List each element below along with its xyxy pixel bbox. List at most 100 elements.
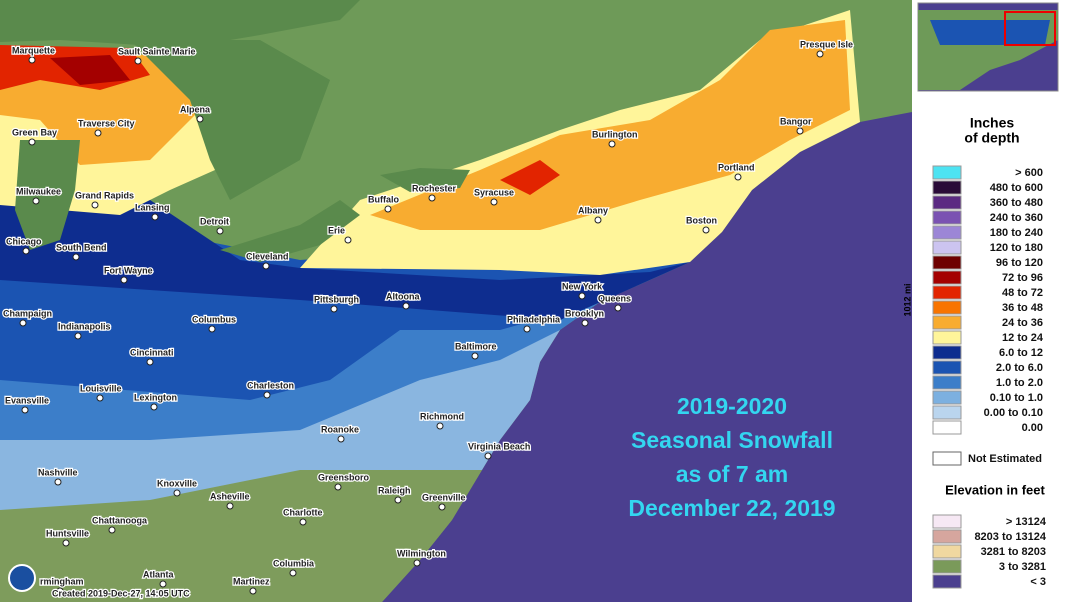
legend-label: > 600 <box>1015 167 1043 179</box>
legend-swatch <box>932 270 962 285</box>
city-label: Sault Sainte Marie <box>118 46 196 56</box>
map-title: 2019-2020 Seasonal Snowfall as of 7 am Dece… <box>628 393 835 521</box>
legend-swatch <box>932 225 962 240</box>
city-label: Buffalo <box>368 194 399 204</box>
legend-swatch <box>932 300 962 315</box>
city-label: New York <box>562 281 603 291</box>
snow-24-36 <box>370 20 850 230</box>
city-dot <box>96 394 104 402</box>
legend-label: 24 to 36 <box>1002 317 1043 329</box>
legend-swatch <box>932 240 962 255</box>
legend-label: 48 to 72 <box>1002 287 1043 299</box>
legend-label: 2.0 to 6.0 <box>996 362 1043 374</box>
deep-snow <box>0 180 690 320</box>
city-dot <box>413 559 421 567</box>
city-label: Columbus <box>192 314 236 324</box>
legend-swatch <box>932 559 962 574</box>
city-label: Lexington <box>134 392 177 402</box>
inset-snow <box>930 20 1050 45</box>
legend-swatch <box>932 420 962 435</box>
city-dot <box>62 539 70 547</box>
city-label: Asheville <box>210 491 250 501</box>
city-label: Louisville <box>80 383 122 393</box>
legend-label: Not Estimated <box>968 453 1042 465</box>
legend-swatch <box>932 360 962 375</box>
city-dot <box>94 129 102 137</box>
city-label: Roanoke <box>321 424 359 434</box>
city-dot <box>226 502 234 510</box>
city-dot <box>249 587 257 595</box>
city-label: Brooklyn <box>565 308 604 318</box>
city-label: Nashville <box>38 467 78 477</box>
city-label: Boston <box>686 215 717 225</box>
city-dot <box>91 201 99 209</box>
city-label: Philadelphia <box>507 314 561 324</box>
inset-frame <box>1004 11 1056 46</box>
legend-swatch <box>932 544 962 559</box>
title-line: Seasonal Snowfall <box>631 427 833 453</box>
city-label: Huntsville <box>46 528 89 538</box>
city-label: Altoona <box>386 291 420 301</box>
city-label: Atlanta <box>143 569 174 579</box>
legend-swatch <box>932 390 962 405</box>
city-dot <box>216 227 224 235</box>
legend-label: 480 to 600 <box>990 182 1043 194</box>
legend-label: 8203 to 13124 <box>974 531 1046 543</box>
city-dot <box>578 292 586 300</box>
city-dot <box>120 276 128 284</box>
city-dot <box>32 197 40 205</box>
legend-swatch <box>932 405 962 420</box>
legend-label: < 3 <box>1030 576 1046 588</box>
city-label: Milwaukee <box>16 186 61 196</box>
legend-label: 72 to 96 <box>1002 272 1043 284</box>
city-dot <box>581 319 589 327</box>
city-dot <box>702 226 710 234</box>
city-dot <box>72 253 80 261</box>
legend-swatch <box>932 375 962 390</box>
city-label: Cleveland <box>246 251 289 261</box>
legend-swatch <box>932 529 962 544</box>
city-label: Cincinnati <box>130 347 174 357</box>
city-label: Detroit <box>200 216 229 226</box>
city-dot <box>150 403 158 411</box>
legend-label: 180 to 240 <box>990 227 1043 239</box>
city-label: Bangor <box>780 116 812 126</box>
city-dot <box>289 569 297 577</box>
legend-swatch <box>932 345 962 360</box>
legend-label: > 13124 <box>1006 516 1047 528</box>
city-label: Pittsburgh <box>314 294 359 304</box>
city-labels: Marquette Sault Sainte Marie Alpena Travers… <box>2 38 854 595</box>
city-dot <box>134 57 142 65</box>
city-dot <box>337 435 345 443</box>
city-label: Albany <box>578 205 608 215</box>
city-label: Martinez <box>233 576 270 586</box>
city-dot <box>74 332 82 340</box>
city-dot <box>344 236 352 244</box>
city-label: Champaign <box>3 308 52 318</box>
city-dot <box>402 302 410 310</box>
legend-swatch <box>932 315 962 330</box>
city-dot <box>22 247 30 255</box>
city-dot <box>490 198 498 206</box>
snow-72-96 <box>50 55 130 85</box>
title-line: 2019-2020 <box>677 393 787 419</box>
city-dot <box>608 140 616 148</box>
legend-label: 36 to 48 <box>1002 302 1043 314</box>
city-dot <box>523 325 531 333</box>
legend-label: 0.10 to 1.0 <box>990 392 1043 404</box>
city-dot <box>28 56 36 64</box>
city-dot <box>108 526 116 534</box>
city-label: Queens <box>598 293 631 303</box>
legend-swatch <box>932 165 962 180</box>
legend-swatch <box>932 210 962 225</box>
city-label: Indianapolis <box>58 321 111 331</box>
city-label: Wilmington <box>397 548 446 558</box>
city-label: Syracuse <box>474 187 514 197</box>
lake-michigan <box>15 140 80 250</box>
noaa-logo <box>8 564 36 592</box>
city-dot <box>734 173 742 181</box>
city-label: Chicago <box>6 236 42 246</box>
legend-label: 360 to 480 <box>990 197 1043 209</box>
